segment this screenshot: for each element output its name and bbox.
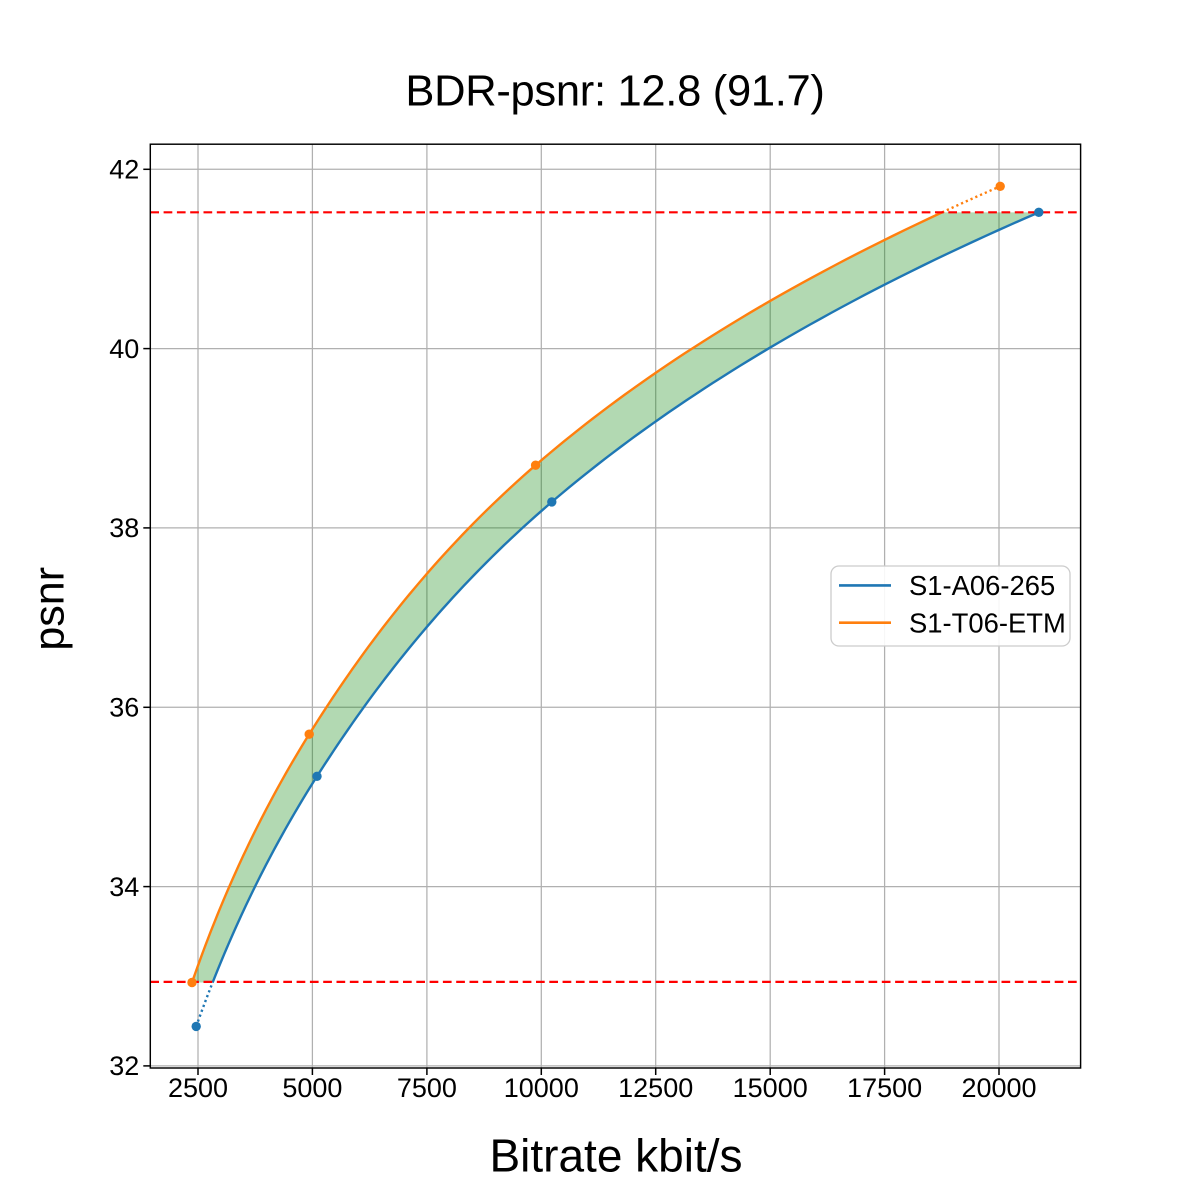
svg-text:15000: 15000 <box>733 1073 808 1103</box>
svg-text:42: 42 <box>109 155 139 185</box>
svg-text:S1-A06-265: S1-A06-265 <box>909 570 1055 601</box>
svg-text:20000: 20000 <box>961 1073 1036 1103</box>
svg-text:12500: 12500 <box>618 1073 693 1103</box>
svg-text:BDR-psnr: 12.8 (91.7): BDR-psnr: 12.8 (91.7) <box>405 68 824 116</box>
svg-text:36: 36 <box>109 693 139 723</box>
svg-text:34: 34 <box>109 872 139 902</box>
svg-text:7500: 7500 <box>397 1073 457 1103</box>
svg-text:40: 40 <box>109 334 139 364</box>
svg-text:10000: 10000 <box>504 1073 579 1103</box>
svg-text:32: 32 <box>109 1051 139 1081</box>
svg-text:2500: 2500 <box>168 1073 228 1103</box>
svg-text:S1-T06-ETM: S1-T06-ETM <box>909 607 1066 638</box>
svg-text:psnr: psnr <box>26 567 74 651</box>
svg-text:38: 38 <box>109 513 139 543</box>
svg-text:17500: 17500 <box>847 1073 922 1103</box>
svg-text:5000: 5000 <box>282 1073 342 1103</box>
svg-text:Bitrate kbit/s: Bitrate kbit/s <box>489 1130 742 1182</box>
